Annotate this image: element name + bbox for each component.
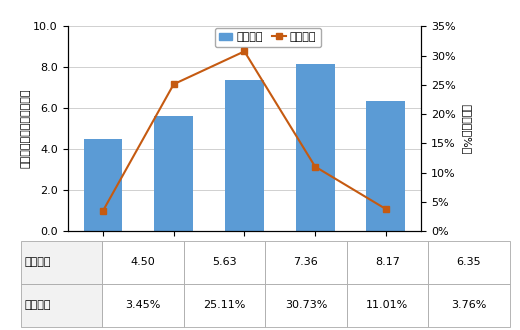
Y-axis label: 出口数量（百万（平方米）: 出口数量（百万（平方米） (20, 89, 31, 168)
Bar (367, 101, 405, 231)
Bar (225, 81, 264, 231)
Bar (296, 64, 334, 231)
Legend: 出口数量, 同比增长: 出口数量, 同比增长 (215, 28, 321, 47)
Bar (84, 139, 122, 231)
Bar (154, 116, 193, 231)
Y-axis label: 同比增长（%）: 同比增长（%） (461, 104, 471, 154)
